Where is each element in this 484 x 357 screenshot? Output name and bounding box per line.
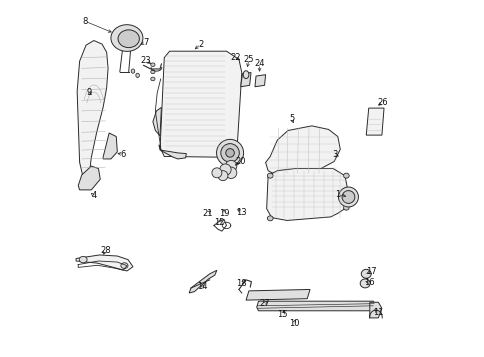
Polygon shape <box>265 126 340 176</box>
Text: 6: 6 <box>121 150 126 159</box>
Ellipse shape <box>131 69 135 73</box>
Text: 20: 20 <box>235 157 245 166</box>
Ellipse shape <box>136 73 139 77</box>
Text: 8: 8 <box>82 17 88 26</box>
Polygon shape <box>365 108 383 135</box>
Text: 19: 19 <box>218 209 229 218</box>
Ellipse shape <box>225 167 236 178</box>
Ellipse shape <box>341 191 354 203</box>
Ellipse shape <box>111 25 143 51</box>
Polygon shape <box>76 255 133 271</box>
Text: 9: 9 <box>86 88 91 97</box>
Text: 3: 3 <box>332 150 337 159</box>
Polygon shape <box>160 150 186 159</box>
Text: 25: 25 <box>243 55 254 64</box>
Text: 24: 24 <box>254 60 264 69</box>
Polygon shape <box>255 75 265 87</box>
Ellipse shape <box>212 168 221 178</box>
Polygon shape <box>189 270 216 293</box>
Text: 26: 26 <box>377 97 388 106</box>
Text: 16: 16 <box>364 278 374 287</box>
Polygon shape <box>240 72 251 87</box>
Polygon shape <box>152 107 161 136</box>
Polygon shape <box>266 169 348 221</box>
Text: 18: 18 <box>236 279 246 288</box>
Ellipse shape <box>118 30 139 47</box>
Ellipse shape <box>242 71 248 79</box>
Text: 10: 10 <box>288 319 299 328</box>
Text: 23: 23 <box>140 56 151 65</box>
Text: 15: 15 <box>276 310 287 319</box>
Polygon shape <box>77 41 108 186</box>
Text: 11: 11 <box>372 308 383 317</box>
Text: 28: 28 <box>100 246 111 255</box>
Text: 17: 17 <box>365 267 376 276</box>
Ellipse shape <box>226 149 234 157</box>
Ellipse shape <box>220 144 239 162</box>
Ellipse shape <box>343 173 348 178</box>
Ellipse shape <box>151 70 155 74</box>
Ellipse shape <box>219 164 231 175</box>
Ellipse shape <box>151 77 155 81</box>
Ellipse shape <box>217 171 227 181</box>
Text: 4: 4 <box>91 191 96 200</box>
Text: 7: 7 <box>143 38 148 47</box>
Polygon shape <box>245 290 309 300</box>
Ellipse shape <box>338 187 358 207</box>
Text: 27: 27 <box>259 299 269 308</box>
Ellipse shape <box>360 279 369 288</box>
Text: 13: 13 <box>236 208 246 217</box>
Text: 5: 5 <box>288 114 294 123</box>
Ellipse shape <box>151 63 155 66</box>
Ellipse shape <box>216 139 243 166</box>
Polygon shape <box>369 302 381 318</box>
Text: 1: 1 <box>334 190 340 199</box>
Polygon shape <box>78 166 100 190</box>
Polygon shape <box>256 301 375 311</box>
Ellipse shape <box>267 173 272 178</box>
Text: 14: 14 <box>197 282 208 291</box>
Ellipse shape <box>343 205 348 210</box>
Ellipse shape <box>79 256 87 263</box>
Ellipse shape <box>361 270 370 278</box>
Polygon shape <box>103 133 117 159</box>
Polygon shape <box>159 51 242 157</box>
Text: 12: 12 <box>214 218 224 227</box>
Text: 22: 22 <box>230 53 241 62</box>
Ellipse shape <box>267 216 272 221</box>
Text: 2: 2 <box>197 40 203 49</box>
Ellipse shape <box>225 160 236 172</box>
Ellipse shape <box>121 263 128 268</box>
Text: 21: 21 <box>202 209 212 218</box>
